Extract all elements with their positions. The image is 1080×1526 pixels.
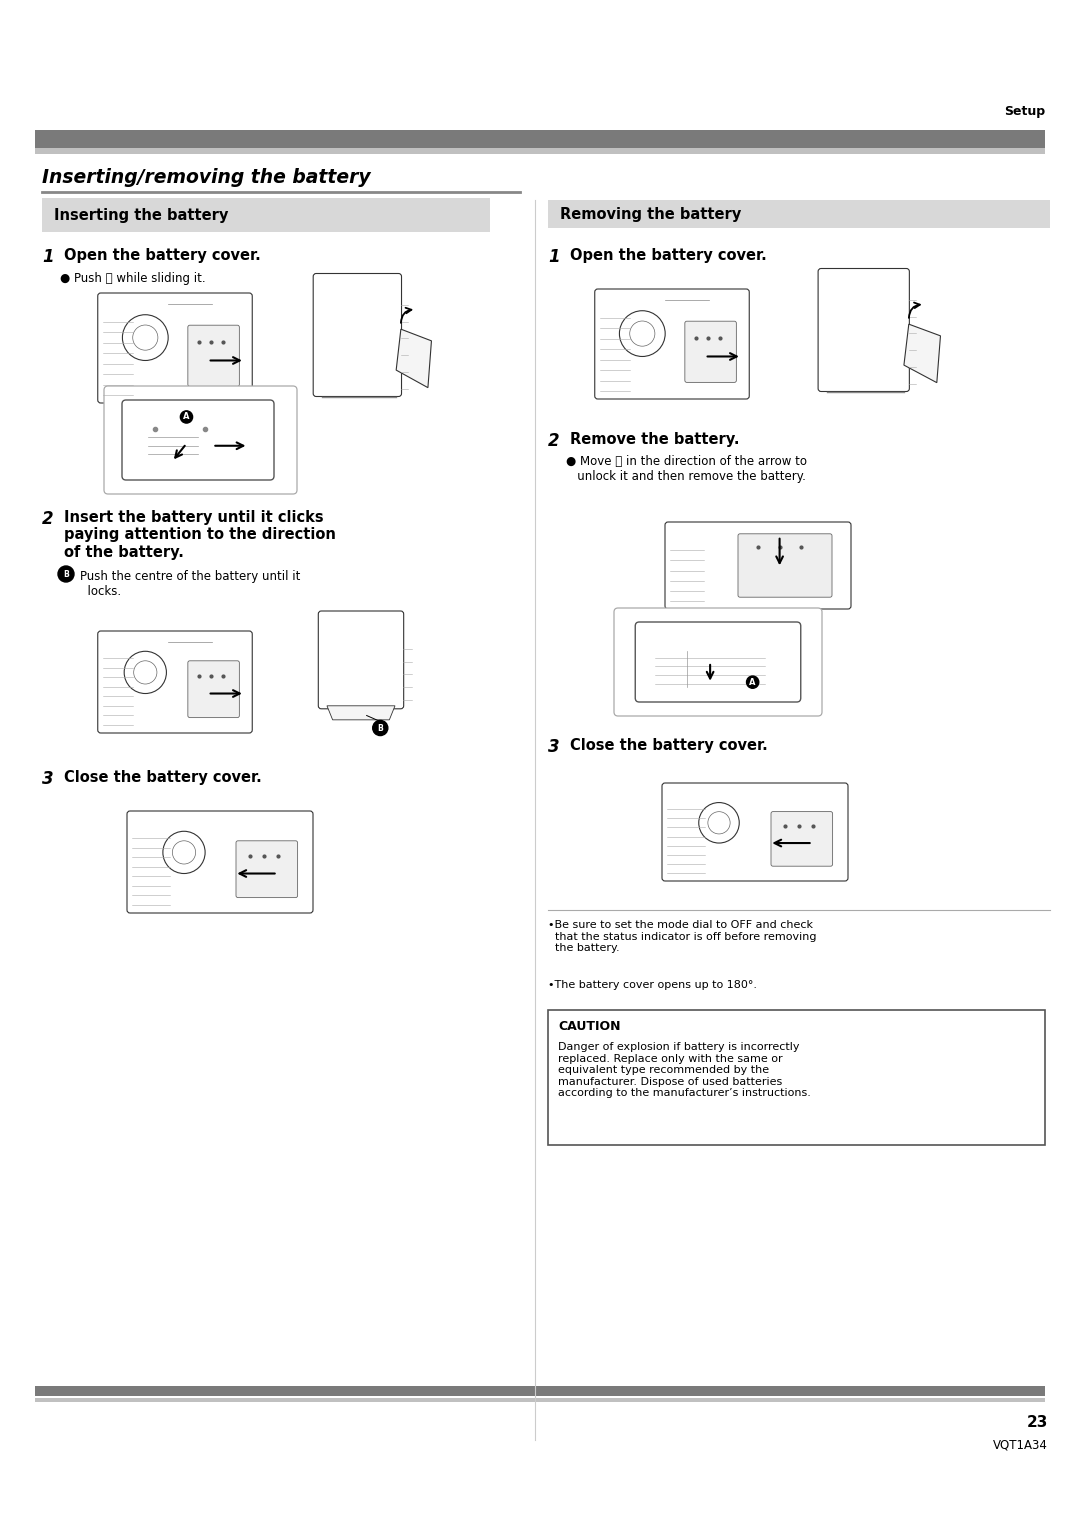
FancyBboxPatch shape [319, 610, 404, 708]
Text: A: A [750, 678, 756, 687]
Text: •Be sure to set the mode dial to OFF and check
  that the status indicator is of: •Be sure to set the mode dial to OFF and… [548, 920, 816, 954]
Circle shape [373, 720, 388, 736]
Text: Insert the battery until it clicks
paying attention to the direction
of the batt: Insert the battery until it clicks payin… [64, 510, 336, 560]
Text: Remove the battery.: Remove the battery. [570, 432, 740, 447]
Text: 2: 2 [548, 432, 559, 450]
Text: Inserting/removing the battery: Inserting/removing the battery [42, 168, 370, 188]
Bar [35, 1398, 1045, 1402]
FancyBboxPatch shape [98, 293, 253, 403]
Text: Close the battery cover.: Close the battery cover. [570, 739, 768, 752]
FancyBboxPatch shape [122, 400, 274, 481]
Polygon shape [904, 324, 941, 383]
Text: B: B [377, 723, 383, 732]
Text: Setup: Setup [1004, 105, 1045, 118]
Bar [42, 198, 490, 232]
Text: Push the centre of the battery until it
  locks.: Push the centre of the battery until it … [80, 571, 300, 598]
FancyBboxPatch shape [127, 810, 313, 913]
FancyBboxPatch shape [98, 630, 253, 732]
Bar [35, 148, 1045, 154]
Text: CAUTION: CAUTION [558, 1019, 621, 1033]
Text: Open the battery cover.: Open the battery cover. [570, 249, 767, 262]
Text: 3: 3 [42, 771, 54, 787]
Text: 23: 23 [1027, 1415, 1048, 1430]
FancyBboxPatch shape [771, 812, 833, 867]
Bar [548, 200, 1050, 227]
Text: A: A [184, 412, 190, 421]
Text: Removing the battery: Removing the battery [561, 206, 741, 221]
FancyBboxPatch shape [662, 783, 848, 881]
Text: 2: 2 [42, 510, 54, 528]
Circle shape [58, 566, 75, 581]
FancyBboxPatch shape [738, 534, 832, 597]
FancyBboxPatch shape [615, 607, 822, 716]
Text: ● Move Ⓐ in the direction of the arrow to
   unlock it and then remove the batte: ● Move Ⓐ in the direction of the arrow t… [566, 455, 807, 484]
FancyBboxPatch shape [188, 661, 240, 717]
Bar [35, 1386, 1045, 1396]
Text: VQT1A34: VQT1A34 [994, 1437, 1048, 1451]
FancyBboxPatch shape [665, 522, 851, 609]
FancyBboxPatch shape [595, 288, 750, 398]
Text: Inserting the battery: Inserting the battery [54, 208, 228, 223]
Text: 1: 1 [42, 249, 54, 266]
Circle shape [180, 410, 192, 423]
Text: 3: 3 [548, 739, 559, 755]
Text: ● Push Ⓐ while sliding it.: ● Push Ⓐ while sliding it. [60, 272, 205, 285]
FancyBboxPatch shape [104, 386, 297, 494]
FancyBboxPatch shape [188, 325, 240, 386]
FancyBboxPatch shape [635, 623, 800, 702]
Polygon shape [327, 707, 395, 720]
FancyBboxPatch shape [313, 273, 402, 397]
Circle shape [746, 676, 759, 688]
Text: •The battery cover opens up to 180°.: •The battery cover opens up to 180°. [548, 980, 757, 990]
Bar [35, 130, 1045, 148]
FancyBboxPatch shape [685, 320, 737, 383]
FancyBboxPatch shape [819, 269, 909, 392]
FancyBboxPatch shape [237, 841, 298, 897]
Polygon shape [396, 330, 431, 388]
FancyBboxPatch shape [548, 1010, 1045, 1144]
Text: 1: 1 [548, 249, 559, 266]
Text: Close the battery cover.: Close the battery cover. [64, 771, 261, 784]
Text: Open the battery cover.: Open the battery cover. [64, 249, 260, 262]
Text: B: B [63, 569, 69, 578]
Text: Danger of explosion if battery is incorrectly
replaced. Replace only with the sa: Danger of explosion if battery is incorr… [558, 1042, 811, 1099]
